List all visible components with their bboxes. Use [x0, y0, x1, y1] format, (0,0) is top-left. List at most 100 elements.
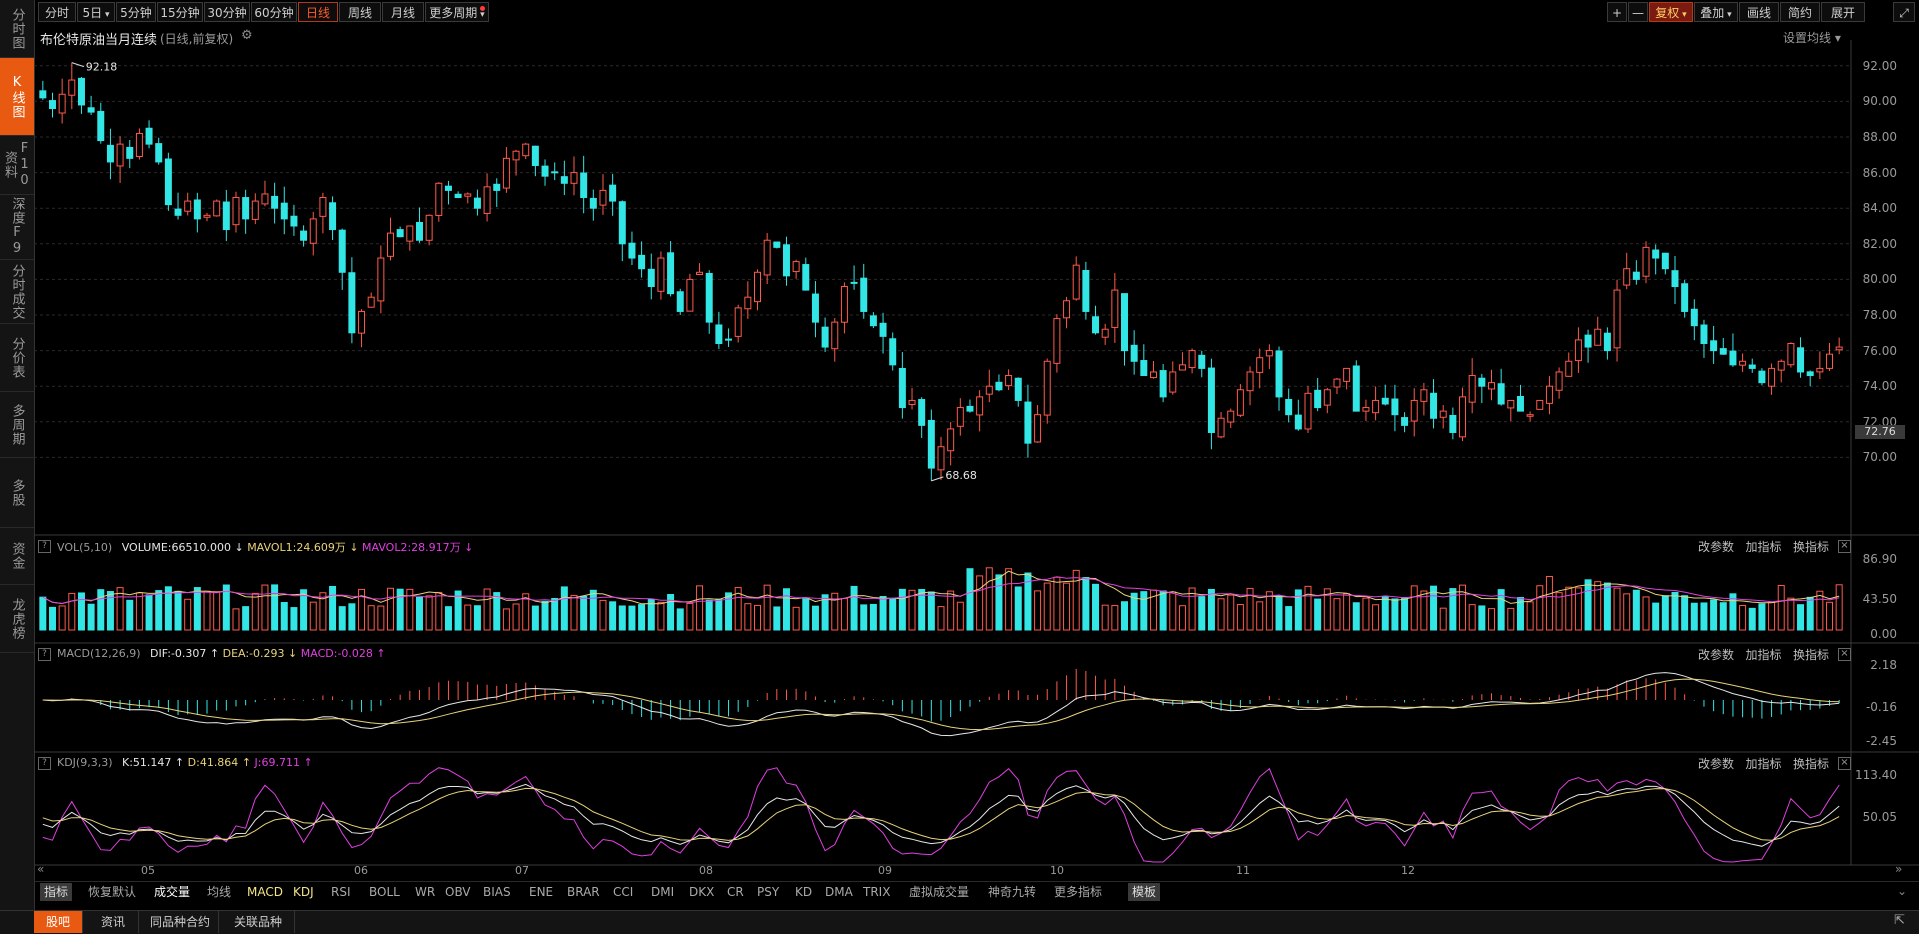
edit-params-button[interactable]: 改参数	[1698, 757, 1735, 771]
indicator-tab-18[interactable]: KD	[795, 885, 813, 899]
bottom-tab-3[interactable]: 关联品种	[222, 911, 295, 933]
add-indicator-button[interactable]: 加指标	[1745, 648, 1782, 662]
scroll-left-icon[interactable]: «	[37, 862, 45, 876]
left-tab-7[interactable]: 多股	[0, 458, 34, 528]
period-tab-5[interactable]: 60分钟	[251, 2, 297, 22]
indicator-tab-14[interactable]: DMI	[651, 885, 675, 899]
close-icon[interactable]: ×	[1838, 648, 1851, 661]
bottom-tab-2[interactable]: 同品种合约	[142, 911, 219, 933]
period-tab-2[interactable]: 5分钟	[116, 2, 156, 22]
macd-tick: -2.45	[1865, 734, 1897, 748]
candle-body	[1536, 399, 1544, 410]
indicator-tab-13[interactable]: CCI	[613, 885, 634, 899]
x-axis-label: 06	[354, 864, 368, 877]
candle-body	[1372, 399, 1380, 414]
indicator-tab-6[interactable]: RSI	[331, 885, 351, 899]
tool-button-6[interactable]: 展开	[1821, 2, 1865, 22]
price-tick: 86.00	[1862, 165, 1897, 180]
close-icon[interactable]: ×	[1838, 540, 1851, 553]
indicator-tab-12[interactable]: BRAR	[567, 885, 600, 899]
switch-indicator-button[interactable]: 换指标	[1792, 757, 1829, 771]
volume-bar	[1497, 589, 1505, 631]
edit-params-button[interactable]: 改参数	[1698, 648, 1735, 662]
tool-button-5[interactable]: 简约	[1780, 2, 1820, 22]
candle-body	[1623, 268, 1631, 286]
indicator-tab-22[interactable]: 神奇九转	[988, 885, 1037, 899]
help-icon[interactable]: ?	[38, 757, 51, 770]
period-tab-1[interactable]: 5日 ▾	[77, 2, 115, 22]
period-tab-3[interactable]: 15分钟	[157, 2, 203, 22]
add-indicator-button[interactable]: 加指标	[1745, 540, 1782, 554]
left-tab-4[interactable]: 分时成交	[0, 260, 34, 324]
indicator-tab-9[interactable]: OBV	[445, 885, 471, 899]
volume-bar	[396, 588, 404, 631]
period-tab-6[interactable]: 日线	[298, 2, 338, 22]
indicator-tab-3[interactable]: 均线	[207, 885, 232, 899]
volume-bar	[831, 592, 839, 631]
add-indicator-button[interactable]: 加指标	[1745, 757, 1782, 771]
close-icon[interactable]: ×	[1838, 757, 1851, 770]
switch-indicator-button[interactable]: 换指标	[1792, 540, 1829, 554]
volume-bar	[1468, 604, 1476, 631]
edit-params-button[interactable]: 改参数	[1698, 540, 1735, 554]
export-icon[interactable]: ⇱	[1894, 913, 1905, 928]
help-icon[interactable]: ?	[38, 540, 51, 553]
left-tab-8[interactable]: 资金	[0, 528, 34, 585]
period-tab-0[interactable]: 分时	[38, 2, 76, 22]
bottom-tab-1[interactable]: 资讯	[88, 911, 139, 933]
collapse-icon[interactable]: ⌄	[1897, 884, 1908, 898]
scroll-right-icon[interactable]: »	[1895, 862, 1903, 876]
indicator-tab-4[interactable]: MACD	[247, 885, 283, 899]
indicator-tab-19[interactable]: DMA	[825, 885, 853, 899]
tool-button-4[interactable]: 画线	[1739, 2, 1779, 22]
left-tab-6[interactable]: 多周期	[0, 392, 34, 458]
set-ma-button[interactable]: 设置均线 ▾	[1783, 31, 1841, 45]
kline-chart[interactable]: 92.18 68.68	[34, 40, 1919, 885]
candle-body	[782, 244, 790, 277]
candle-body	[454, 193, 462, 199]
indicator-tab-24[interactable]: 模板	[1128, 883, 1161, 901]
indicator-tab-23[interactable]: 更多指标	[1054, 885, 1103, 899]
indicator-tab-15[interactable]: DKX	[689, 885, 715, 899]
left-tab-1[interactable]: K线图	[0, 58, 34, 136]
kdj-tick: 50.05	[1862, 810, 1897, 824]
left-tab-0[interactable]: 分时图	[0, 0, 34, 58]
candle-body	[744, 296, 752, 310]
switch-indicator-button[interactable]: 换指标	[1792, 648, 1829, 662]
left-tab-3[interactable]: 深度F9	[0, 195, 34, 260]
period-tab-8[interactable]: 月线	[382, 2, 424, 22]
indicator-tab-11[interactable]: ENE	[529, 885, 554, 899]
left-tab-2[interactable]: F10资料	[0, 136, 34, 195]
tool-button-0[interactable]: +	[1607, 2, 1627, 22]
period-tab-4[interactable]: 30分钟	[204, 2, 250, 22]
indicator-tab-20[interactable]: TRIX	[863, 885, 891, 899]
indicator-tab-7[interactable]: BOLL	[369, 885, 400, 899]
volume-bar	[1410, 585, 1418, 631]
indicator-tab-17[interactable]: PSY	[757, 885, 780, 899]
candle-body	[1632, 271, 1640, 280]
candle-body	[348, 272, 356, 334]
indicator-tab-8[interactable]: WR	[415, 885, 436, 899]
indicator-tab-1[interactable]: 恢复默认	[88, 885, 137, 899]
indicator-tab-0[interactable]: 指标	[40, 883, 73, 901]
tool-button-3[interactable]: 叠加 ▾	[1694, 2, 1738, 22]
indicator-tab-2[interactable]: 成交量	[154, 885, 191, 899]
volume-bar	[1034, 590, 1042, 631]
help-icon[interactable]: ?	[38, 648, 51, 661]
indicator-tab-21[interactable]: 虚拟成交量	[909, 885, 970, 899]
tool-button-1[interactable]: —	[1628, 2, 1648, 22]
tool-button-2[interactable]: 复权 ▾	[1649, 2, 1693, 22]
volume-bar	[1787, 597, 1795, 631]
indicator-tab-10[interactable]: BIAS	[483, 885, 511, 899]
indicator-tab-16[interactable]: CR	[727, 885, 744, 899]
left-tab-5[interactable]: 分价表	[0, 324, 34, 392]
left-tab-9[interactable]: 龙虎榜	[0, 585, 34, 653]
period-tab-7[interactable]: 周线	[339, 2, 381, 22]
bottom-tab-0[interactable]: 股吧	[34, 911, 83, 933]
indicator-tab-5[interactable]: KDJ	[293, 885, 314, 899]
period-tab-9[interactable]: 更多周期 ▾	[425, 2, 489, 22]
settings-gear-icon[interactable]: ⚙	[241, 28, 253, 43]
volume-bar	[512, 603, 520, 631]
fullscreen-icon[interactable]: ⤢	[1893, 2, 1915, 22]
candle-body	[754, 271, 761, 303]
